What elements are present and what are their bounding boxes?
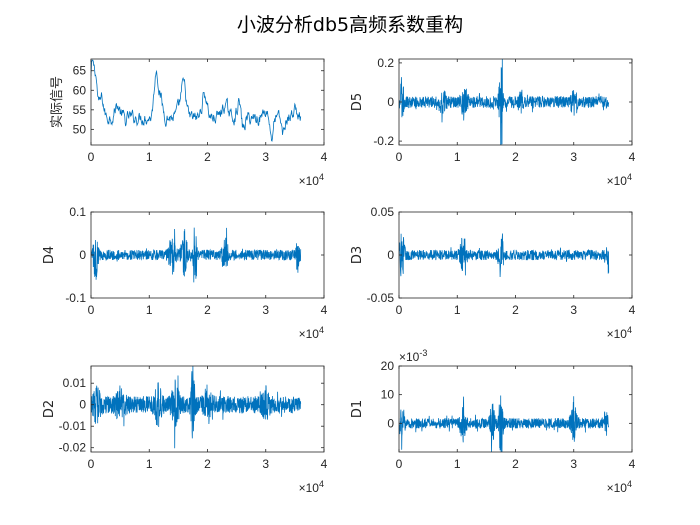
y-exponent-label-base: ×10 [399, 350, 420, 364]
y-tick-label: 10 [381, 388, 395, 402]
y-axis-label: 实际信号 [50, 76, 65, 128]
x-tick-label: 4 [321, 303, 328, 317]
x-exponent-label-base: ×10 [299, 327, 320, 341]
subplot-d2: 0 1 2 3 4 -0.02 -0.01 0 0.01 D2 ×104 [42, 365, 328, 495]
subplot-d5: 0 1 2 3 4-0.200.2D5×104 [350, 56, 636, 188]
x-exponent-label-base: ×10 [299, 174, 320, 188]
y-tick-label: -0.02 [59, 441, 87, 455]
y-tick-label: 50 [73, 122, 87, 136]
x-tick-label: 1 [146, 303, 153, 317]
x-exponent-label-exponent: 4 [627, 172, 632, 182]
y-tick-label: -0.2 [373, 134, 394, 148]
x-tick-label: 4 [629, 303, 636, 317]
x-tick-label: 1 [454, 303, 461, 317]
x-tick-label: 0 [88, 457, 95, 471]
x-tick-label: 0 [396, 457, 403, 471]
series-line-signal [91, 59, 302, 142]
y-axis-label: D4 [42, 246, 57, 264]
x-tick-label: 3 [262, 303, 269, 317]
subplot-d4: 0 1 2 3 4-0.100.1D4×104 [42, 205, 328, 341]
x-tick-label: 3 [262, 150, 269, 164]
x-exponent-label: ×104 [607, 479, 632, 495]
x-exponent-label-base: ×10 [607, 174, 628, 188]
x-exponent-label-base: ×10 [607, 327, 628, 341]
x-exponent-label-exponent: 4 [319, 479, 324, 489]
y-tick-label: 0 [387, 248, 394, 262]
y-axis-label: D3 [350, 246, 365, 264]
x-tick-label: 2 [204, 150, 211, 164]
y-tick-label: -0.05 [367, 291, 395, 305]
x-tick-label: 2 [512, 303, 519, 317]
x-exponent-label-exponent: 4 [319, 172, 324, 182]
y-tick-label: 0.2 [377, 56, 394, 70]
subplot-signal: 0 1 2 3 4 50 55 60 65 实际信号 ×104 [50, 58, 328, 188]
x-tick-label: 3 [570, 150, 577, 164]
y-tick-label: 0.1 [69, 205, 86, 219]
x-tick-label: 3 [262, 457, 269, 471]
x-tick-label: 1 [146, 457, 153, 471]
x-tick-label: 2 [204, 303, 211, 317]
y-axis-label: D5 [350, 93, 365, 111]
x-exponent-label-base: ×10 [607, 481, 628, 495]
x-tick-label: 0 [396, 303, 403, 317]
figure-title: 小波分析db5高频系数重构 [237, 14, 463, 36]
series-line-d1 [399, 395, 610, 452]
y-tick-label: 0.05 [371, 205, 395, 219]
x-tick-label: 3 [570, 303, 577, 317]
x-exponent-label: ×104 [299, 325, 324, 341]
y-tick-label: 0 [387, 95, 394, 109]
x-exponent-label: ×104 [607, 325, 632, 341]
x-tick-label: 2 [204, 457, 211, 471]
y-tick-label: 65 [73, 64, 87, 78]
x-exponent-label-exponent: 4 [627, 325, 632, 335]
x-tick-label: 1 [454, 457, 461, 471]
x-tick-label: 4 [629, 457, 636, 471]
x-exponent-label-base: ×10 [299, 481, 320, 495]
x-tick-label: 1 [146, 150, 153, 164]
y-tick-label: 60 [73, 83, 87, 97]
y-axis-label: D1 [350, 400, 365, 418]
x-exponent-label: ×104 [299, 172, 324, 188]
x-tick-label: 2 [512, 457, 519, 471]
y-tick-label: 0 [79, 248, 86, 262]
y-tick-label: 0 [79, 398, 86, 412]
axes-box [90, 58, 325, 146]
x-tick-label: 3 [570, 457, 577, 471]
y-tick-label: 20 [381, 359, 395, 373]
x-tick-label: 0 [88, 303, 95, 317]
x-exponent-label-exponent: 4 [627, 479, 632, 489]
y-tick-label: -0.01 [59, 419, 87, 433]
x-tick-label: 1 [454, 150, 461, 164]
x-tick-label: 4 [321, 457, 328, 471]
series-line-d2 [91, 366, 302, 449]
y-tick-label: -0.1 [65, 291, 86, 305]
y-axis-label: D2 [42, 400, 57, 418]
x-exponent-label-exponent: 4 [319, 325, 324, 335]
y-exponent-label: ×10-3 [399, 348, 427, 364]
series-line-d4 [91, 227, 302, 283]
x-tick-label: 4 [629, 150, 636, 164]
y-tick-label: 0.01 [63, 376, 87, 390]
y-tick-label: 0 [387, 416, 394, 430]
axes-box [398, 365, 633, 453]
y-tick-label: 55 [73, 103, 87, 117]
x-exponent-label: ×104 [299, 479, 324, 495]
x-exponent-label: ×104 [607, 172, 632, 188]
x-tick-label: 2 [512, 150, 519, 164]
series-line-d3 [399, 233, 610, 278]
x-tick-label: 4 [321, 150, 328, 164]
x-tick-label: 0 [396, 150, 403, 164]
series-line-d5 [399, 59, 610, 145]
x-tick-label: 0 [88, 150, 95, 164]
y-exponent-label-exponent: -3 [419, 348, 427, 358]
